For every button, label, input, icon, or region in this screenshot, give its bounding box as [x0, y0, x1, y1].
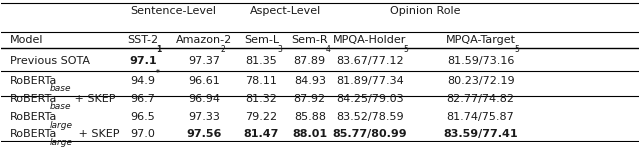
Text: Model: Model	[10, 35, 43, 45]
Text: 87.92: 87.92	[294, 94, 326, 104]
Text: RoBERTa: RoBERTa	[10, 94, 57, 104]
Text: + SKEP: + SKEP	[70, 94, 115, 104]
Text: 81.47: 81.47	[244, 129, 279, 139]
Text: *: *	[156, 69, 160, 78]
Text: Aspect-Level: Aspect-Level	[250, 6, 321, 16]
Text: 1: 1	[156, 45, 161, 54]
Text: Opinion Role: Opinion Role	[390, 6, 460, 16]
Text: 4: 4	[326, 45, 331, 54]
Text: base: base	[50, 102, 72, 111]
Text: 81.35: 81.35	[246, 56, 277, 66]
Text: SST-2: SST-2	[127, 35, 159, 45]
Text: 97.33: 97.33	[188, 112, 220, 123]
Text: RoBERTa: RoBERTa	[10, 76, 57, 86]
Text: RoBERTa: RoBERTa	[10, 129, 57, 139]
Text: 84.93: 84.93	[294, 76, 326, 86]
Text: 82.77/74.82: 82.77/74.82	[447, 94, 515, 104]
Text: base: base	[50, 84, 72, 93]
Text: 96.7: 96.7	[131, 94, 156, 104]
Text: RoBERTa: RoBERTa	[10, 112, 57, 123]
Text: + SKEP: + SKEP	[76, 129, 120, 139]
Text: 97.0: 97.0	[131, 129, 156, 139]
Text: MPQA-Holder: MPQA-Holder	[333, 35, 406, 45]
Text: 96.5: 96.5	[131, 112, 156, 123]
Text: Sentence-Level: Sentence-Level	[131, 6, 216, 16]
Text: 87.89: 87.89	[294, 56, 326, 66]
Text: 83.52/78.59: 83.52/78.59	[336, 112, 403, 123]
Text: Amazon-2: Amazon-2	[176, 35, 232, 45]
Text: 81.74/75.87: 81.74/75.87	[447, 112, 515, 123]
Text: 83.59/77.41: 83.59/77.41	[444, 129, 518, 139]
Text: 97.56: 97.56	[186, 129, 221, 139]
Text: 81.89/77.34: 81.89/77.34	[336, 76, 404, 86]
Text: 79.22: 79.22	[245, 112, 277, 123]
Text: 97.37: 97.37	[188, 56, 220, 66]
Text: 85.77/80.99: 85.77/80.99	[332, 129, 407, 139]
Text: Sem-L: Sem-L	[244, 35, 279, 45]
Text: 85.88: 85.88	[294, 112, 326, 123]
Text: 80.23/72.19: 80.23/72.19	[447, 76, 515, 86]
Text: 78.11: 78.11	[245, 76, 277, 86]
Text: 96.61: 96.61	[188, 76, 220, 86]
Text: 97.1: 97.1	[129, 56, 157, 66]
Text: 5: 5	[514, 45, 519, 54]
Text: large: large	[50, 121, 73, 130]
Text: Sem-R: Sem-R	[291, 35, 328, 45]
Text: MPQA-Target: MPQA-Target	[445, 35, 516, 45]
Text: 88.01: 88.01	[292, 129, 328, 139]
Text: 2: 2	[220, 45, 225, 54]
Text: 84.25/79.03: 84.25/79.03	[336, 94, 403, 104]
Text: 81.59/73.16: 81.59/73.16	[447, 56, 515, 66]
Text: 3: 3	[278, 45, 282, 54]
Text: large: large	[50, 138, 73, 147]
Text: 83.67/77.12: 83.67/77.12	[336, 56, 403, 66]
Text: 81.32: 81.32	[245, 94, 277, 104]
Text: 96.94: 96.94	[188, 94, 220, 104]
Text: 5: 5	[403, 45, 408, 54]
Text: Previous SOTA: Previous SOTA	[10, 56, 90, 66]
Text: 94.9: 94.9	[131, 76, 156, 86]
